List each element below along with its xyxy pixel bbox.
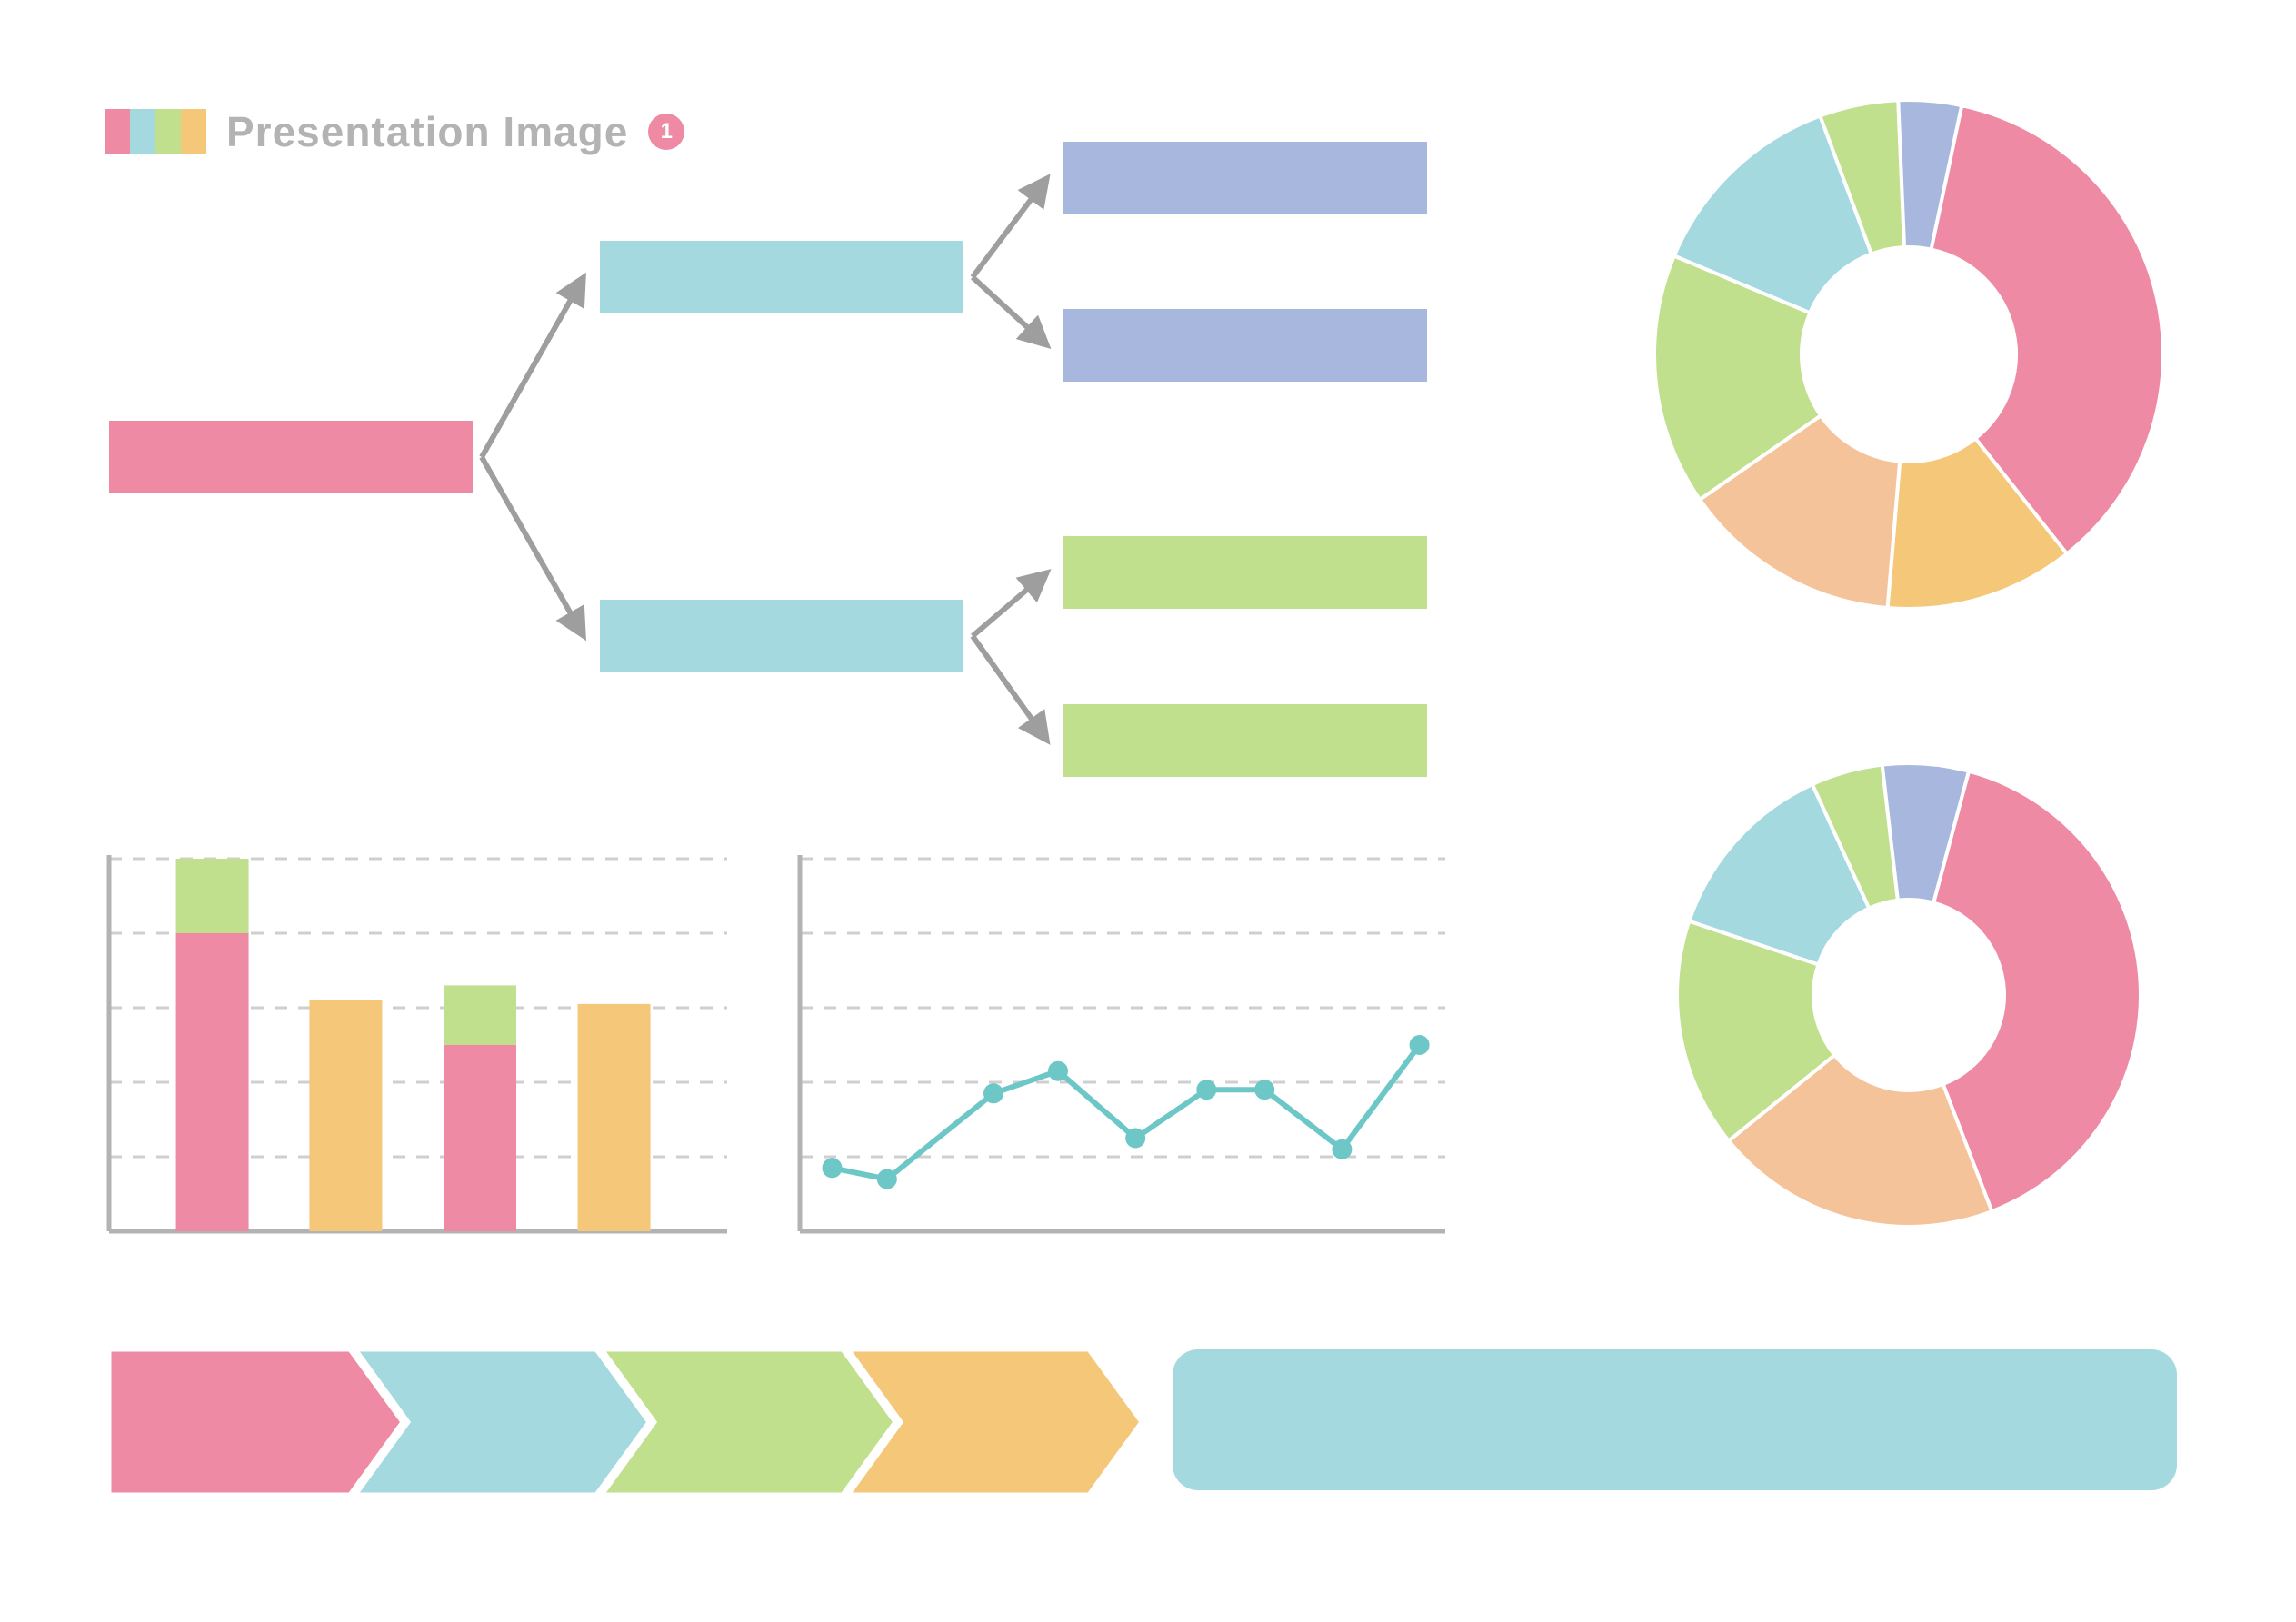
arrow-icon: [973, 277, 1047, 345]
arrow-icon: [973, 572, 1047, 636]
line-marker: [1196, 1080, 1216, 1100]
process-arrows: [109, 1349, 1142, 1495]
bar-segment: [444, 985, 516, 1045]
tree-node: [600, 600, 963, 672]
line-marker: [1332, 1139, 1352, 1159]
line-marker: [1125, 1129, 1145, 1149]
bar-segment: [578, 1004, 651, 1231]
arrow-icon: [973, 178, 1047, 277]
tree-node: [1063, 704, 1427, 777]
arrow-icon: [482, 277, 584, 457]
arrow-icon: [973, 636, 1047, 741]
tree-node: [600, 241, 963, 313]
tree-node: [109, 421, 473, 493]
hierarchy-tree: [109, 142, 1427, 777]
line-chart: [800, 855, 1445, 1231]
donut-chart-1: [1654, 100, 2163, 609]
line-marker: [823, 1158, 843, 1178]
line-marker: [877, 1169, 897, 1189]
line-path: [833, 1045, 1420, 1179]
arrow-icon: [482, 457, 584, 636]
line-marker: [1254, 1080, 1274, 1100]
tree-node: [1063, 309, 1427, 382]
bar-segment: [444, 1045, 516, 1231]
tree-node: [1063, 536, 1427, 609]
bar-segment: [176, 933, 249, 1231]
line-marker: [1048, 1061, 1068, 1081]
stacked-bar-chart: [109, 855, 727, 1231]
line-marker: [983, 1083, 1003, 1103]
line-marker: [1410, 1035, 1430, 1055]
donut-chart-2: [1677, 763, 2141, 1227]
bar-segment: [309, 1000, 382, 1231]
tree-node: [1063, 142, 1427, 214]
process-step: [109, 1349, 403, 1495]
rounded-banner: [1173, 1349, 2177, 1490]
bar-segment: [176, 859, 249, 933]
